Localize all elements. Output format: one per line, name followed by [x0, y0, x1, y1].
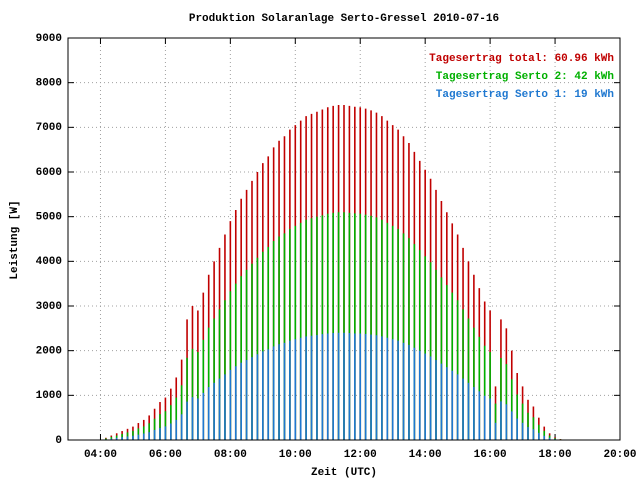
- legend-entry: Tagesertrag total: 60.96 kWh: [429, 53, 614, 65]
- y-tick-label: 6000: [36, 167, 62, 179]
- x-tick-label: 14:00: [409, 449, 442, 461]
- x-tick-label: 20:00: [603, 449, 636, 461]
- y-tick-label: 3000: [36, 301, 62, 313]
- y-tick-label: 5000: [36, 212, 62, 224]
- x-tick-label: 06:00: [149, 449, 182, 461]
- x-tick-label: 04:00: [84, 449, 117, 461]
- plot-frame: [67, 37, 621, 441]
- y-tick-label: 0: [55, 435, 62, 447]
- x-axis-label: Zeit (UTC): [311, 467, 377, 479]
- y-axis-label: Leistung [W]: [9, 200, 21, 279]
- y-tick-label: 4000: [36, 256, 62, 268]
- x-tick-label: 18:00: [539, 449, 572, 461]
- x-tick-label: 16:00: [474, 449, 507, 461]
- x-tick-label: 08:00: [214, 449, 247, 461]
- y-tick-label: 8000: [36, 78, 62, 90]
- x-tick-label: 10:00: [279, 449, 312, 461]
- legend-entry: Tagesertrag Serto 1: 19 kWh: [436, 89, 614, 101]
- chart-title: Produktion Solaranlage Serto-Gressel 201…: [189, 13, 499, 25]
- legend-entry: Tagesertrag Serto 2: 42 kWh: [436, 71, 614, 83]
- y-tick-label: 1000: [36, 390, 62, 402]
- y-tick-label: 9000: [36, 33, 62, 45]
- y-tick-label: 2000: [36, 346, 62, 358]
- x-tick-label: 12:00: [344, 449, 377, 461]
- y-tick-label: 7000: [36, 122, 62, 134]
